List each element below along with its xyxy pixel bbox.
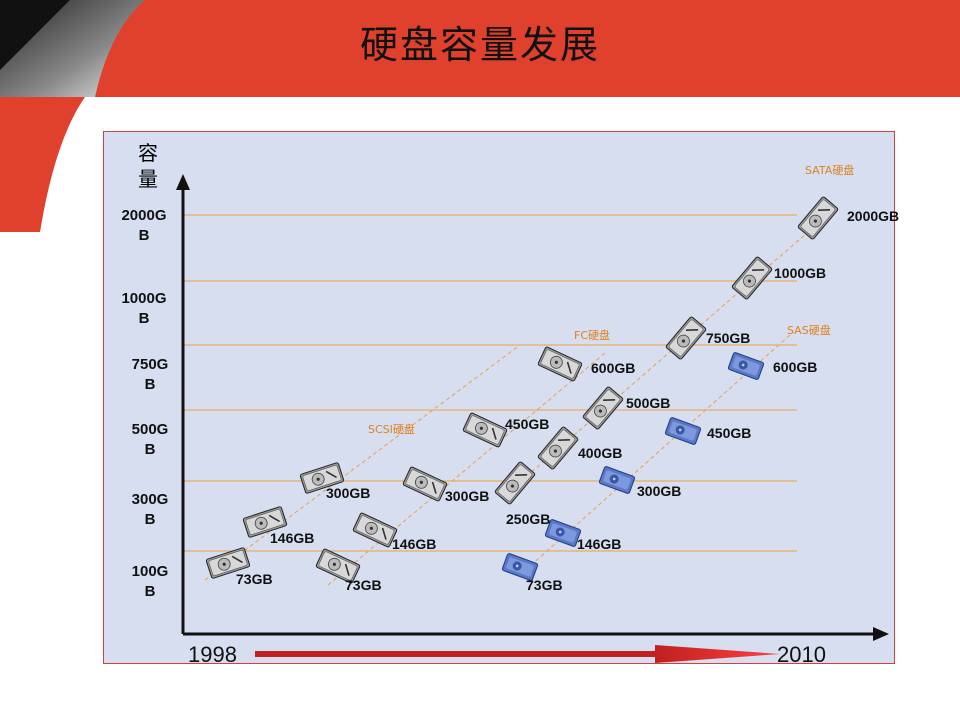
capacity-label-100gb: 100G B <box>131 563 169 600</box>
sata-capacity-label: 750GB <box>706 330 751 346</box>
sata-capacity-label: 1000GB <box>774 265 827 281</box>
year-start-label: 1998 <box>188 642 237 667</box>
hard-disk-icon <box>461 411 509 449</box>
hard-disk-icon <box>401 465 449 503</box>
capacity-label-500gb: 500G B <box>131 421 169 458</box>
fc-capacity-label: 450GB <box>505 416 550 432</box>
hard-disk-icon <box>664 315 708 361</box>
sas-disks <box>501 351 765 582</box>
trend-line-fc <box>327 352 606 586</box>
fc-capacity-label: 73GB <box>345 577 382 593</box>
hard-disk-icon <box>536 345 584 383</box>
sas-capacity-label: 600GB <box>773 359 818 375</box>
sata-capacity-label: 500GB <box>626 395 671 411</box>
sas-disk-icon <box>664 416 702 446</box>
sas-capacity-label: 300GB <box>637 483 682 499</box>
sas-capacity-label: 450GB <box>707 425 752 441</box>
sata-capacity-label: 2000GB <box>847 208 900 224</box>
fc-capacity-label: 600GB <box>591 360 636 376</box>
fc-disks <box>314 345 584 585</box>
series-label-sas: SAS硬盘 <box>787 324 831 337</box>
hard-disk-icon <box>796 195 840 241</box>
y-axis-title-line1: 容 <box>138 141 158 165</box>
sas-capacity-label: 73GB <box>526 577 563 593</box>
capacity-label-1000gb: 1000G B <box>121 290 167 327</box>
y-axis-title: 容 量 <box>133 140 163 192</box>
capacity-label-750gb: 750G B <box>131 356 169 393</box>
sata-capacity-label: 400GB <box>578 445 623 461</box>
y-axis-title-line2: 量 <box>138 167 158 191</box>
hard-disk-icon <box>493 460 537 506</box>
timeline-arrow <box>255 645 780 663</box>
sas-capacity-label: 146GB <box>577 536 622 552</box>
hard-disk-icon <box>581 385 625 431</box>
scsi-capacity-label: 146GB <box>270 530 315 546</box>
sata-capacity-label: 250GB <box>506 511 551 527</box>
grid-lines <box>183 214 797 552</box>
series-label-sata: SATA硬盘 <box>805 164 855 177</box>
hard-disk-icon <box>351 511 399 549</box>
fc-capacity-label: 300GB <box>445 488 490 504</box>
scsi-capacity-label: 300GB <box>326 485 371 501</box>
trend-line-scsi <box>204 344 521 581</box>
slide-title: 硬盘容量发展 <box>359 23 600 67</box>
capacity-label-2000gb: 2000G B <box>121 207 167 244</box>
diagram-panel <box>103 131 895 664</box>
hard-disk-icon <box>536 425 580 471</box>
year-end-label: 2010 <box>777 642 826 667</box>
capacity-label-300gb: 300G B <box>131 491 169 528</box>
sas-disk-icon <box>727 351 765 381</box>
series-label-fc: FC硬盘 <box>574 329 611 342</box>
scsi-capacity-label: 73GB <box>236 571 273 587</box>
y-axis-arrow <box>176 174 190 190</box>
sas-disk-icon <box>598 465 636 495</box>
axes <box>181 183 880 636</box>
x-axis-arrow <box>873 627 889 641</box>
hard-disk-icon <box>730 255 774 301</box>
series-label-scsi: SCSI硬盘 <box>368 423 415 436</box>
fc-capacity-label: 146GB <box>392 536 437 552</box>
